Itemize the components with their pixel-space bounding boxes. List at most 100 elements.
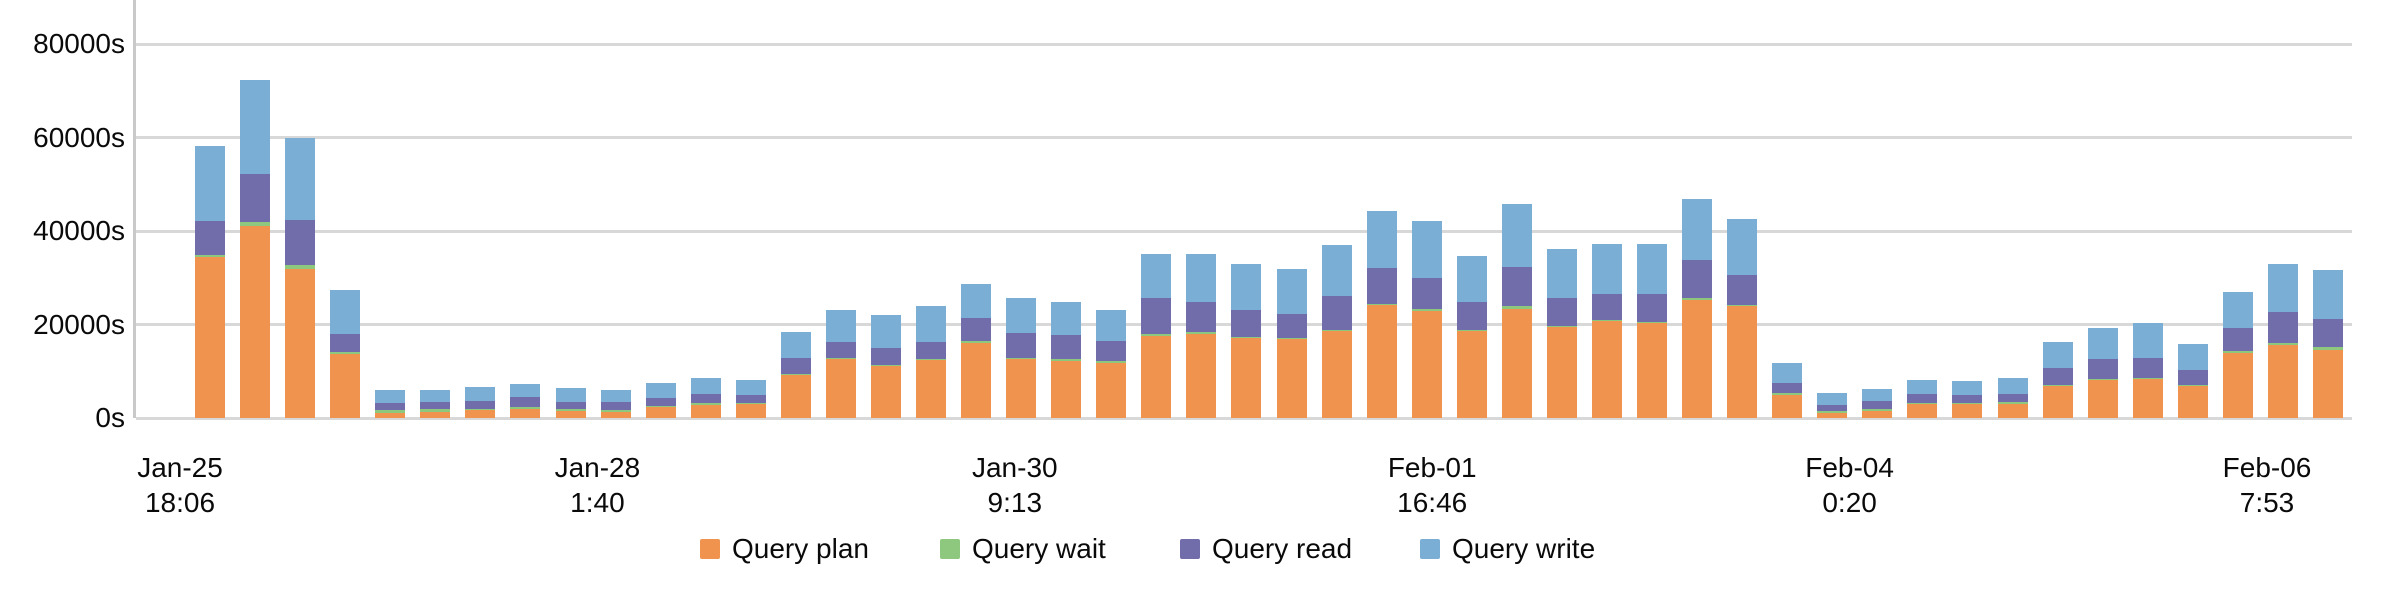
bar-group-24[interactable] xyxy=(1231,264,1262,418)
bar-segment-query-plan[interactable] xyxy=(1637,323,1668,418)
bar-group-6[interactable] xyxy=(420,389,451,418)
bar-segment-query-read[interactable] xyxy=(2042,368,2073,386)
bar-segment-query-write[interactable] xyxy=(1817,392,1848,406)
bar-segment-query-plan[interactable] xyxy=(1321,331,1352,418)
bar-segment-query-write[interactable] xyxy=(1051,302,1082,336)
bar-segment-query-read[interactable] xyxy=(195,220,225,255)
bar-segment-query-plan[interactable] xyxy=(240,225,271,418)
bar-group-35[interactable] xyxy=(1727,219,1758,418)
bar-segment-query-read[interactable] xyxy=(1817,405,1848,412)
bar-group-14[interactable] xyxy=(780,332,811,418)
bar-segment-query-wait[interactable] xyxy=(1276,337,1307,340)
legend-item-query-read[interactable]: Query read xyxy=(1180,534,1352,564)
bar-group-46[interactable] xyxy=(2222,292,2253,418)
bar-segment-query-plan[interactable] xyxy=(1727,306,1758,418)
bar-segment-query-wait[interactable] xyxy=(420,409,451,412)
bar-segment-query-wait[interactable] xyxy=(645,405,676,408)
bar-segment-query-read[interactable] xyxy=(330,333,361,352)
bar-segment-query-wait[interactable] xyxy=(1907,402,1938,405)
bar-segment-query-write[interactable] xyxy=(1772,362,1803,383)
bar-segment-query-read[interactable] xyxy=(1591,294,1622,320)
bar-group-30[interactable] xyxy=(1501,204,1532,418)
bar-segment-query-write[interactable] xyxy=(330,289,361,334)
bar-group-17[interactable] xyxy=(916,305,947,418)
bar-segment-query-read[interactable] xyxy=(1276,314,1307,338)
bar-segment-query-plan[interactable] xyxy=(420,411,451,418)
bar-segment-query-write[interactable] xyxy=(1231,264,1262,311)
bar-segment-query-write[interactable] xyxy=(690,377,721,395)
bar-segment-query-read[interactable] xyxy=(645,398,676,406)
bar-group-32[interactable] xyxy=(1591,244,1622,418)
bar-segment-query-read[interactable] xyxy=(2222,328,2253,352)
bar-group-31[interactable] xyxy=(1546,249,1577,418)
bar-segment-query-plan[interactable] xyxy=(330,353,361,418)
bar-segment-query-wait[interactable] xyxy=(1727,305,1758,307)
bar-segment-query-wait[interactable] xyxy=(1321,329,1352,332)
bar-segment-query-plan[interactable] xyxy=(2132,379,2163,418)
bar-segment-query-read[interactable] xyxy=(690,394,721,404)
bar-group-33[interactable] xyxy=(1637,244,1668,418)
bar-group-41[interactable] xyxy=(1997,377,2028,418)
bar-segment-query-read[interactable] xyxy=(1186,302,1217,333)
bar-segment-query-write[interactable] xyxy=(1141,254,1172,299)
bar-segment-query-wait[interactable] xyxy=(780,373,811,376)
bar-segment-query-read[interactable] xyxy=(1231,310,1262,337)
bar-segment-query-write[interactable] xyxy=(1321,245,1352,297)
bar-segment-query-write[interactable] xyxy=(2267,264,2298,313)
bar-segment-query-read[interactable] xyxy=(1501,267,1532,307)
bar-segment-query-write[interactable] xyxy=(780,332,811,359)
bar-segment-query-write[interactable] xyxy=(825,310,856,343)
bar-segment-query-plan[interactable] xyxy=(2267,345,2298,418)
bar-segment-query-plan[interactable] xyxy=(1546,327,1577,418)
bar-segment-query-plan[interactable] xyxy=(1772,395,1803,418)
bar-segment-query-write[interactable] xyxy=(2132,323,2163,359)
bar-segment-query-read[interactable] xyxy=(916,342,947,359)
bar-segment-query-wait[interactable] xyxy=(1006,357,1037,360)
bar-group-27[interactable] xyxy=(1366,211,1397,418)
bar-segment-query-wait[interactable] xyxy=(1096,361,1127,363)
bar-segment-query-write[interactable] xyxy=(1366,211,1397,269)
bar-segment-query-wait[interactable] xyxy=(1637,321,1668,324)
bar-group-48[interactable] xyxy=(2313,270,2343,418)
bar-segment-query-read[interactable] xyxy=(555,401,586,410)
bar-segment-query-write[interactable] xyxy=(2177,344,2208,371)
bar-segment-query-wait[interactable] xyxy=(2042,385,2073,387)
bar-segment-query-plan[interactable] xyxy=(1682,300,1713,418)
bar-segment-query-plan[interactable] xyxy=(690,404,721,418)
bar-segment-query-wait[interactable] xyxy=(690,403,721,405)
bar-segment-query-wait[interactable] xyxy=(1141,333,1172,337)
bar-segment-query-read[interactable] xyxy=(961,318,992,342)
bar-group-4[interactable] xyxy=(330,289,361,418)
bar-segment-query-wait[interactable] xyxy=(1501,306,1532,310)
bar-segment-query-wait[interactable] xyxy=(2313,346,2343,351)
bar-group-29[interactable] xyxy=(1456,256,1487,418)
bar-segment-query-plan[interactable] xyxy=(1456,331,1487,418)
bar-group-1[interactable] xyxy=(195,145,225,418)
bar-segment-query-plan[interactable] xyxy=(735,404,766,418)
bar-segment-query-read[interactable] xyxy=(1456,301,1487,330)
bar-segment-query-read[interactable] xyxy=(870,347,901,365)
bar-segment-query-plan[interactable] xyxy=(465,410,496,418)
bar-segment-query-wait[interactable] xyxy=(825,357,856,360)
bar-segment-query-write[interactable] xyxy=(1276,269,1307,315)
bar-segment-query-read[interactable] xyxy=(1096,341,1127,362)
bar-segment-query-write[interactable] xyxy=(240,79,271,175)
bar-segment-query-plan[interactable] xyxy=(1096,362,1127,418)
bar-segment-query-plan[interactable] xyxy=(285,268,316,418)
bar-segment-query-read[interactable] xyxy=(735,394,766,403)
bar-segment-query-plan[interactable] xyxy=(1862,411,1893,418)
bar-segment-query-read[interactable] xyxy=(240,174,271,222)
bar-group-18[interactable] xyxy=(961,283,992,418)
bar-segment-query-wait[interactable] xyxy=(1817,411,1848,413)
bar-group-20[interactable] xyxy=(1051,302,1082,418)
bar-segment-query-read[interactable] xyxy=(1637,294,1668,322)
bar-segment-query-wait[interactable] xyxy=(1411,309,1442,312)
bar-segment-query-write[interactable] xyxy=(465,387,496,402)
bar-segment-query-plan[interactable] xyxy=(825,359,856,418)
bar-segment-query-write[interactable] xyxy=(2042,342,2073,369)
bar-group-45[interactable] xyxy=(2177,344,2208,418)
bar-segment-query-wait[interactable] xyxy=(195,254,225,257)
bar-segment-query-wait[interactable] xyxy=(510,407,541,409)
bar-segment-query-wait[interactable] xyxy=(1591,319,1622,322)
bar-segment-query-read[interactable] xyxy=(1366,268,1397,305)
